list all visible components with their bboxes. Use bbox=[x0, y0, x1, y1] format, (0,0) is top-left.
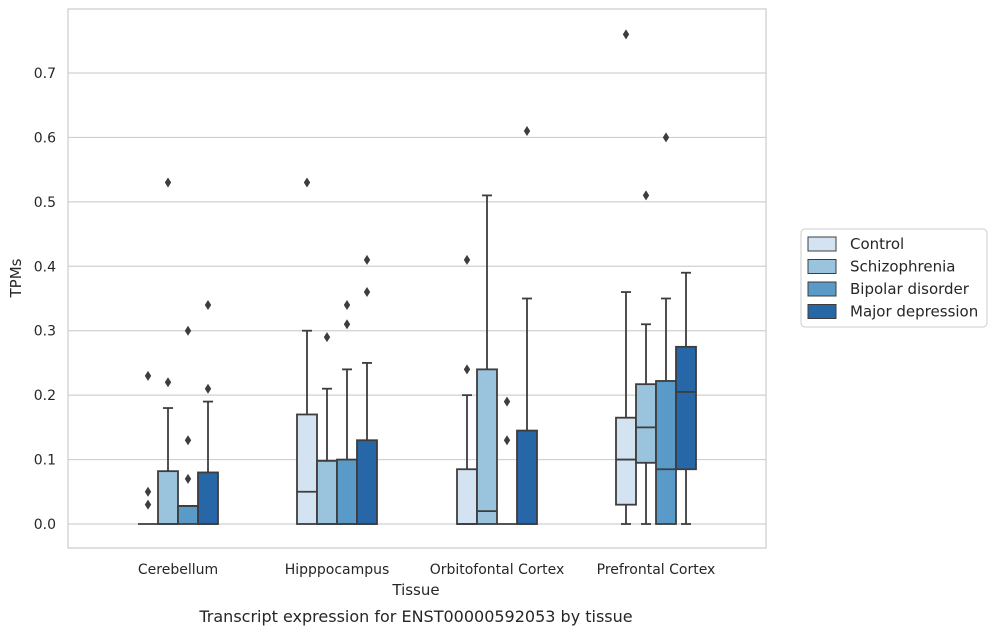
box-control bbox=[296, 177, 318, 525]
outlier-point bbox=[144, 499, 152, 510]
outlier-point bbox=[323, 332, 331, 343]
legend-swatch bbox=[807, 259, 837, 274]
y-tick-label: 0.3 bbox=[34, 324, 56, 340]
y-tick-label: 0.2 bbox=[34, 388, 56, 404]
box-body bbox=[157, 470, 179, 525]
box-body bbox=[296, 413, 318, 525]
x-axis-label: Tissue bbox=[391, 581, 439, 599]
outlier-point bbox=[642, 190, 650, 201]
outlier-point bbox=[204, 383, 212, 394]
box-bipolar-disorder bbox=[336, 299, 358, 525]
box-body bbox=[655, 380, 677, 525]
y-tick-label: 0.6 bbox=[34, 130, 56, 146]
x-tick-label: Orbitofontal Cortex bbox=[430, 562, 565, 578]
outlier-point bbox=[662, 132, 670, 143]
box-body bbox=[177, 505, 199, 525]
box-control bbox=[615, 29, 637, 525]
y-tick-label: 0.5 bbox=[34, 195, 56, 211]
box-major-depression bbox=[356, 254, 378, 525]
plot-border bbox=[67, 8, 767, 549]
box-body bbox=[197, 471, 219, 525]
y-axis-label: TPMs bbox=[7, 258, 25, 298]
box-body bbox=[476, 368, 498, 525]
legend-label: Bipolar disorder bbox=[850, 280, 970, 298]
box-body bbox=[456, 468, 478, 525]
legend-swatch bbox=[807, 304, 837, 319]
box-body bbox=[356, 439, 378, 525]
y-tick-label: 0.4 bbox=[34, 259, 56, 275]
boxes bbox=[138, 29, 697, 525]
legend-swatch bbox=[807, 236, 837, 252]
legend: Control Schizophrenia Bipolar disorder Majo… bbox=[800, 228, 988, 328]
outlier-point bbox=[144, 370, 152, 381]
box-body bbox=[635, 383, 657, 464]
x-tick-label: Hipppocampus bbox=[285, 562, 390, 578]
outlier-point bbox=[363, 254, 371, 265]
box-bipolar-disorder bbox=[655, 132, 677, 525]
outlier-point bbox=[303, 177, 311, 188]
box-control bbox=[138, 370, 158, 525]
x-tick-label: Prefrontal Cortex bbox=[597, 562, 716, 578]
outlier-point bbox=[343, 319, 351, 330]
box-body bbox=[316, 459, 338, 525]
outlier-point bbox=[503, 396, 511, 407]
legend-label: Schizophrenia bbox=[850, 258, 955, 276]
box-major-depression bbox=[675, 271, 697, 525]
y-axis-ticks: 0.0 0.1 0.2 0.3 0.4 0.5 0.6 0.7 bbox=[34, 66, 56, 533]
box-schizophrenia bbox=[476, 194, 498, 525]
outlier-point bbox=[523, 125, 531, 136]
outlier-point bbox=[144, 486, 152, 497]
outlier-point bbox=[184, 473, 192, 484]
x-tick-label: Cerebellum bbox=[138, 562, 218, 578]
outlier-point bbox=[184, 325, 192, 336]
outlier-point bbox=[503, 435, 511, 446]
box-body bbox=[516, 429, 538, 525]
box-major-depression bbox=[197, 299, 219, 525]
box-bipolar-disorder bbox=[177, 325, 199, 525]
legend-swatch bbox=[807, 281, 837, 297]
box-control bbox=[456, 254, 478, 525]
box-body bbox=[675, 345, 697, 471]
y-tick-label: 0.7 bbox=[34, 66, 56, 82]
y-tick-label: 0.0 bbox=[34, 517, 56, 533]
outlier-point bbox=[622, 29, 630, 40]
chart-caption: Transcript expression for ENST0000059205… bbox=[198, 607, 632, 626]
box-schizophrenia bbox=[157, 177, 179, 525]
outlier-point bbox=[463, 364, 471, 375]
legend-label: Control bbox=[850, 235, 904, 253]
outlier-point bbox=[463, 254, 471, 265]
box-body bbox=[336, 458, 358, 525]
legend-label: Major depression bbox=[850, 303, 978, 321]
box-bipolar-disorder bbox=[497, 396, 517, 525]
legend-frame bbox=[800, 228, 988, 328]
outlier-point bbox=[164, 377, 172, 388]
box-body bbox=[615, 416, 637, 506]
outlier-point bbox=[184, 435, 192, 446]
outlier-point bbox=[164, 177, 172, 188]
outlier-point bbox=[343, 299, 351, 310]
y-tick-label: 0.1 bbox=[34, 453, 56, 469]
box-major-depression bbox=[516, 125, 538, 525]
outlier-point bbox=[363, 287, 371, 298]
outlier-point bbox=[204, 299, 212, 310]
x-axis-ticks: Cerebellum Hipppocampus Orbitofontal Corte… bbox=[138, 562, 715, 578]
